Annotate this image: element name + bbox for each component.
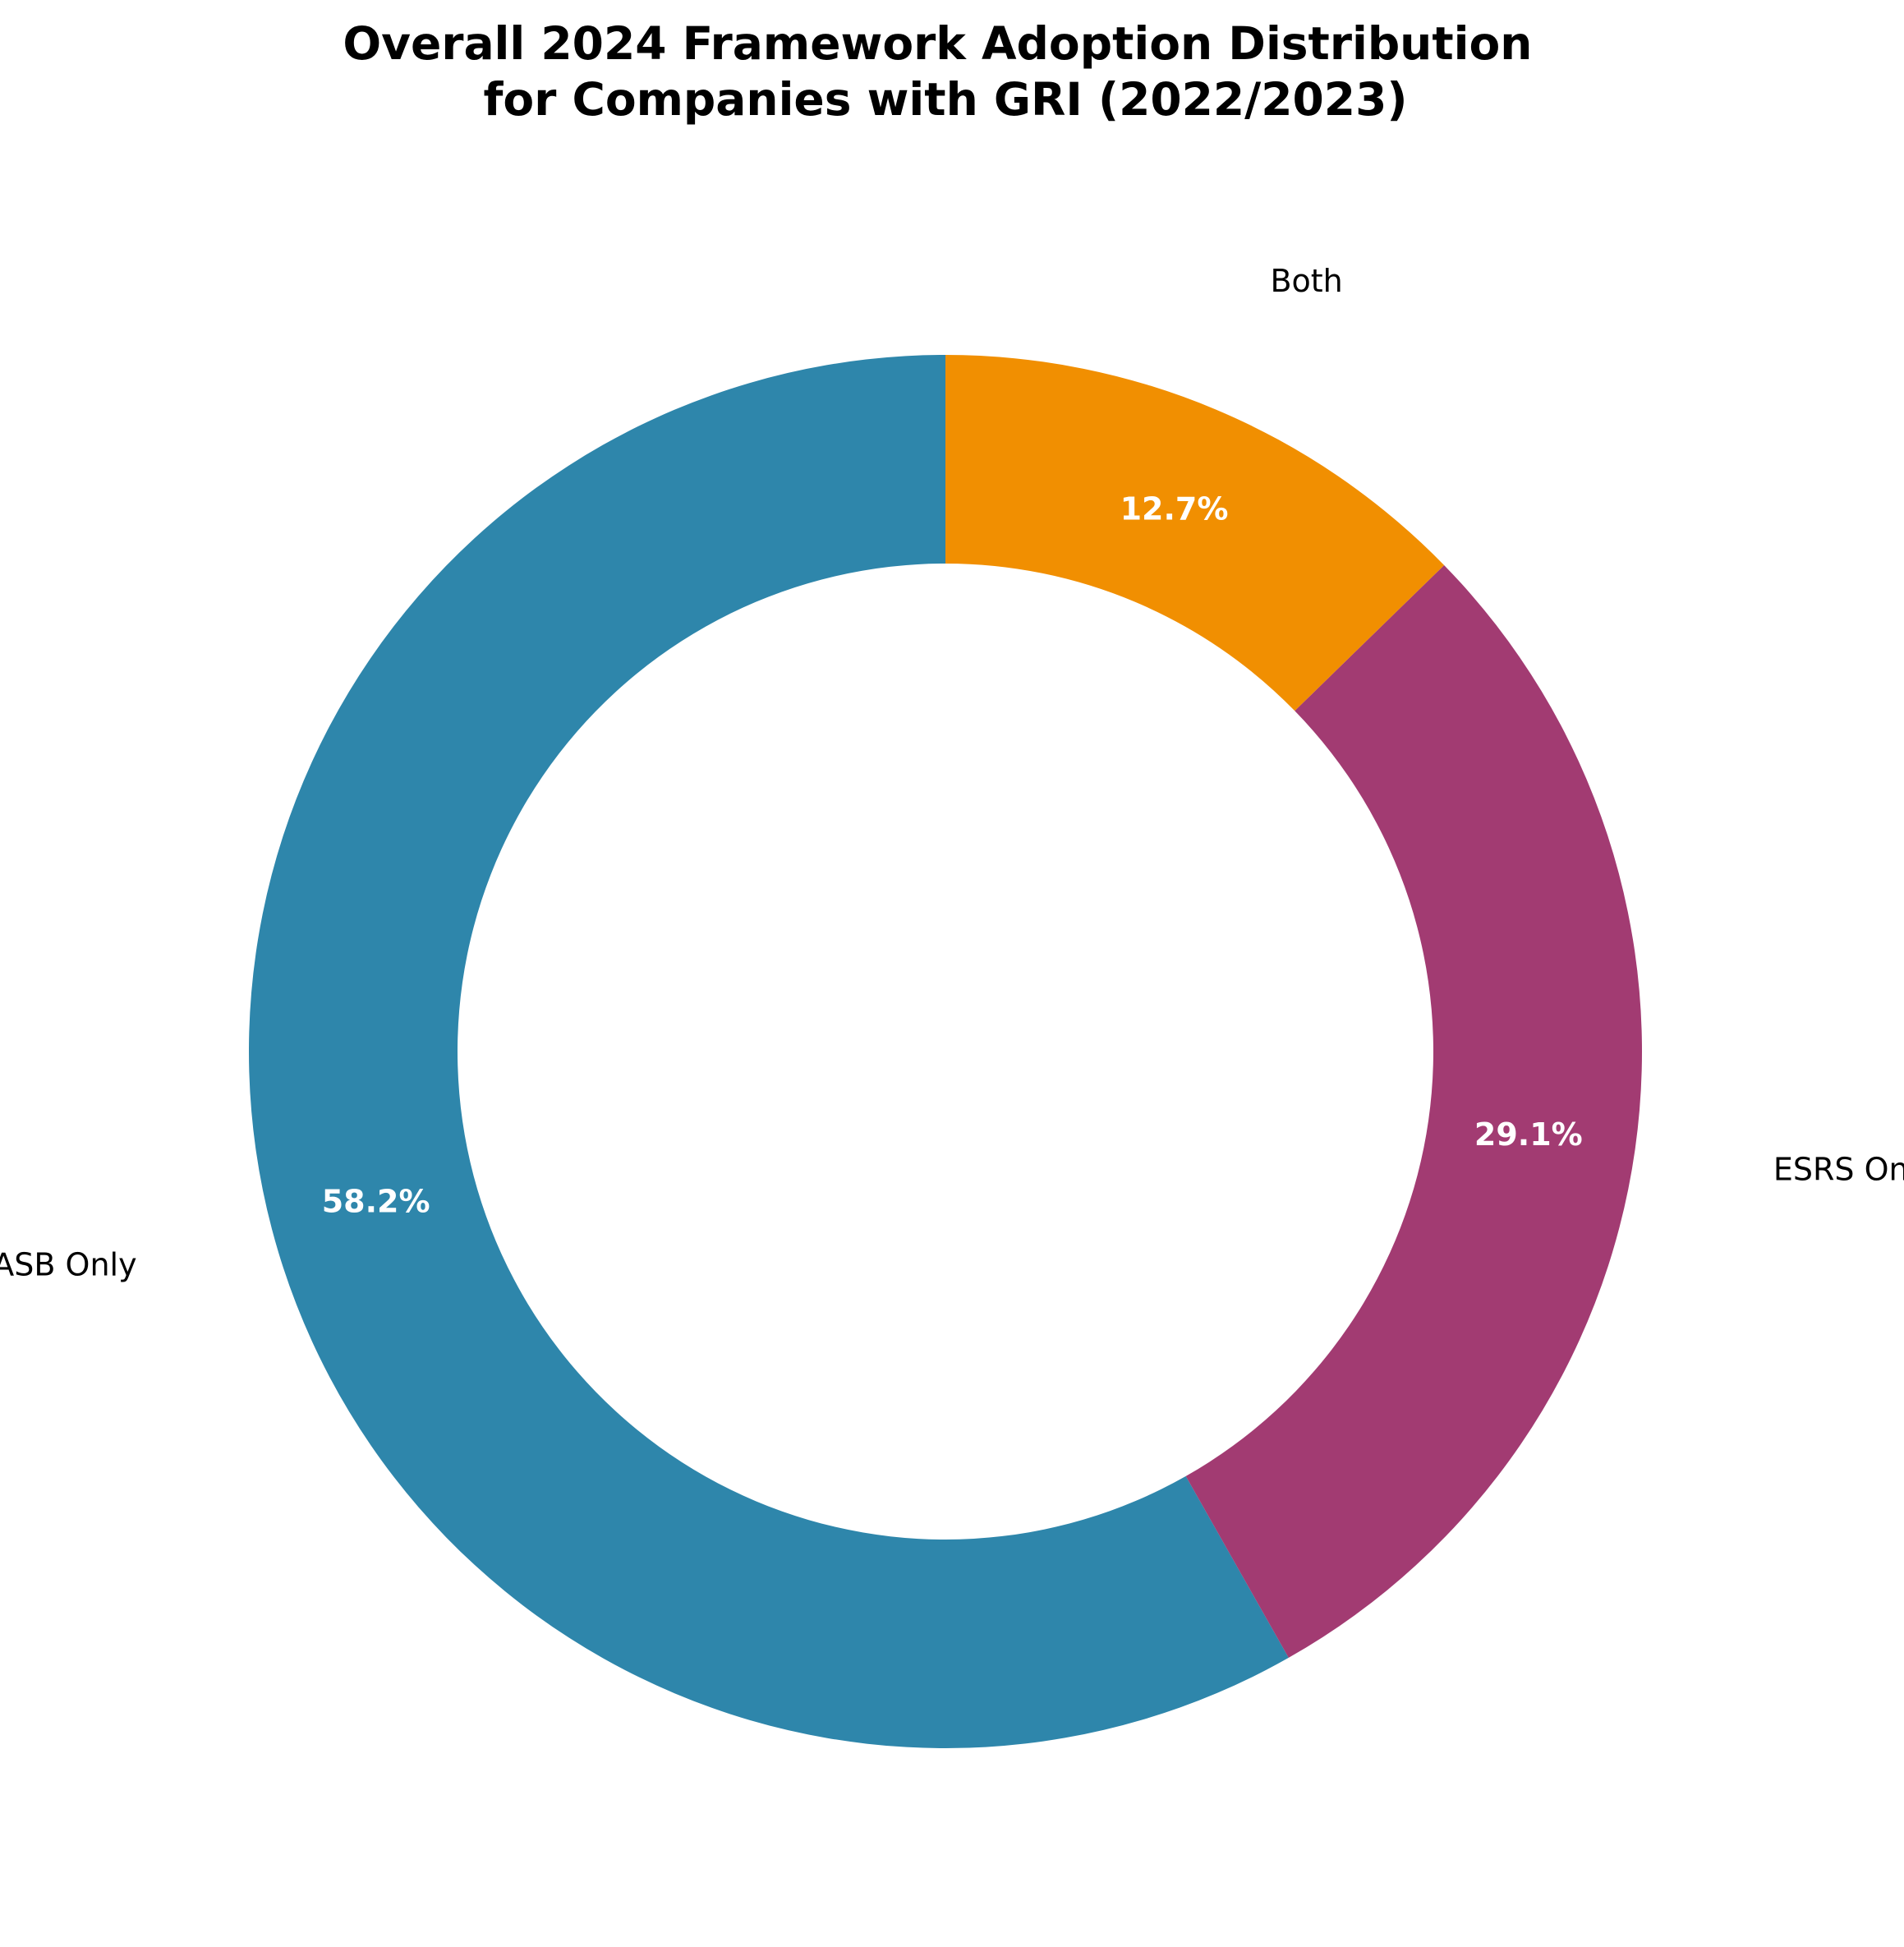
category-label-sasb-only: SASB Only [0,1246,137,1282]
category-label-esrs-only: ESRS Only [1773,1151,1904,1187]
label-group: 58.2% SASB Only 29.1% ESRS Only 12.7% Both [0,263,1904,1282]
pct-label-esrs-only: 29.1% [1474,1116,1583,1153]
category-label-both: Both [1270,263,1342,299]
chart-title: Overall 2024 Framework Adoption Distribu… [343,17,1548,126]
slice-esrs-only [1185,564,1642,1658]
slice-sasb-only [248,355,1289,1748]
slice-group [248,355,1642,1748]
pct-label-sasb-only: 58.2% [322,1184,430,1220]
pct-label-both: 12.7% [1120,490,1229,527]
chart-title-line-2: for Companies with GRI (2022/2023) [483,73,1407,126]
slice-both [945,355,1445,711]
chart-title-line-1: Overall 2024 Framework Adoption Distribu… [343,17,1532,70]
